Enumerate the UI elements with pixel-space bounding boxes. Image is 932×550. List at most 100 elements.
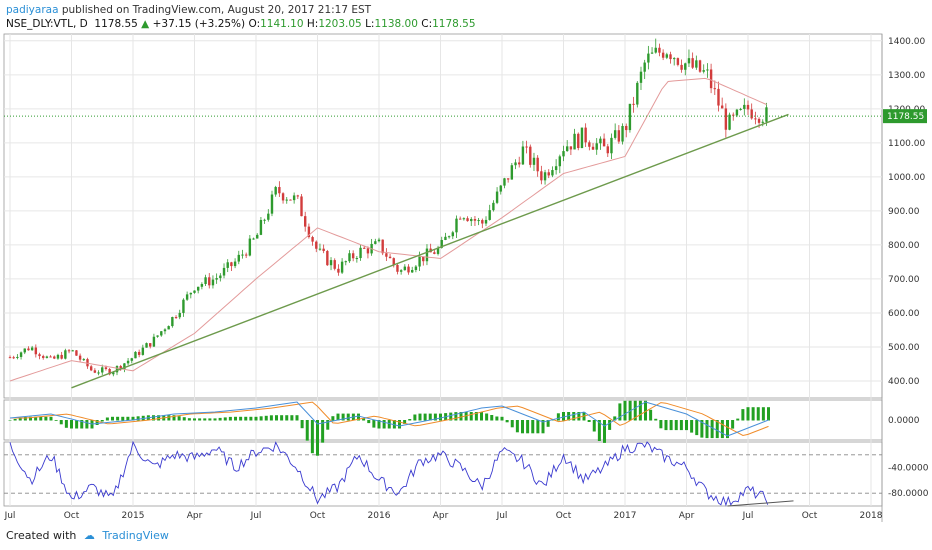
candle-body bbox=[639, 71, 643, 83]
candle-body bbox=[621, 125, 624, 142]
candle-body bbox=[750, 109, 753, 119]
candle-body bbox=[333, 260, 336, 269]
symbol-header: NSE_DLY:VTL, D 1178.55 ▲ +37.15 (+3.25%)… bbox=[6, 18, 476, 30]
candle-body bbox=[650, 52, 654, 54]
price-change: +37.15 (+3.25%) bbox=[152, 18, 246, 30]
macd-histogram-bar bbox=[208, 418, 212, 421]
candle-body bbox=[547, 172, 550, 176]
macd-histogram-bar bbox=[510, 420, 514, 428]
candle-body bbox=[34, 347, 38, 355]
candle-body bbox=[23, 348, 26, 353]
macd-histogram-bar bbox=[608, 420, 612, 430]
candle-body bbox=[536, 157, 539, 172]
candle-body bbox=[599, 138, 602, 144]
macd-histogram-bar bbox=[310, 420, 314, 454]
candle-body bbox=[137, 351, 141, 355]
candle-body bbox=[115, 366, 119, 373]
candle-body bbox=[38, 354, 41, 357]
candle-body bbox=[551, 170, 554, 176]
candle-body bbox=[470, 219, 473, 222]
macd-histogram-bar bbox=[167, 415, 171, 421]
candle-body bbox=[248, 238, 252, 256]
candle-body bbox=[222, 267, 226, 276]
candle-body bbox=[274, 187, 277, 195]
oscillator-trendline bbox=[727, 500, 794, 507]
macd-histogram-bar bbox=[685, 420, 688, 431]
candle-body bbox=[49, 356, 52, 358]
candle-body bbox=[455, 218, 458, 233]
candle-body bbox=[407, 266, 410, 273]
macd-histogram-bar bbox=[362, 418, 366, 421]
candle-body bbox=[403, 266, 407, 271]
tradingview-brand[interactable]: TradingView bbox=[102, 529, 169, 542]
candle-body bbox=[377, 239, 381, 242]
time-tick-label: Jul bbox=[496, 511, 508, 521]
time-tick-label: 2016 bbox=[368, 511, 391, 521]
candle-body bbox=[595, 143, 598, 150]
price-tick-label: 1100.00 bbox=[888, 139, 925, 149]
candle-body bbox=[647, 53, 650, 63]
macd-histogram-bar bbox=[521, 420, 524, 434]
macd-histogram-bar bbox=[756, 407, 760, 421]
footer: Created with ☁ TradingView bbox=[6, 529, 169, 542]
candle-body bbox=[617, 130, 621, 142]
candle-body bbox=[355, 258, 359, 260]
macd-histogram-bar bbox=[75, 420, 79, 429]
macd-histogram-bar bbox=[736, 418, 740, 421]
candles bbox=[8, 38, 768, 377]
candle-body bbox=[422, 256, 425, 262]
candle-body bbox=[444, 236, 447, 240]
author-name[interactable]: padiyaraa bbox=[6, 4, 59, 16]
macd-histogram-bar bbox=[70, 420, 73, 429]
macd-histogram-bar bbox=[372, 420, 376, 428]
time-tick-label: Oct bbox=[310, 511, 326, 521]
candle-body bbox=[141, 347, 145, 355]
candle-body bbox=[636, 82, 639, 105]
macd-histogram-bar bbox=[172, 415, 176, 421]
candle-body bbox=[735, 109, 739, 116]
macd-histogram-bar bbox=[715, 420, 719, 439]
candle-body bbox=[363, 247, 366, 249]
macd-histogram-bar bbox=[439, 413, 442, 421]
candle-body bbox=[152, 336, 156, 347]
candle-body bbox=[78, 355, 82, 360]
candle-body bbox=[30, 347, 34, 351]
price-tick-label: 800.00 bbox=[888, 241, 920, 251]
macd-histogram-bar bbox=[80, 420, 84, 429]
macd-histogram-bar bbox=[187, 418, 191, 421]
close-label: C: bbox=[421, 18, 433, 30]
candle-body bbox=[399, 270, 403, 272]
candle-body bbox=[577, 133, 580, 149]
macd-histogram-bar bbox=[679, 420, 683, 431]
macd-histogram-bar bbox=[433, 413, 437, 421]
candle-body bbox=[196, 286, 200, 291]
candle-body bbox=[71, 350, 74, 352]
time-tick-label: Oct bbox=[556, 511, 572, 521]
candle-body bbox=[104, 367, 108, 369]
candle-body bbox=[53, 356, 56, 359]
macd-histogram-bar bbox=[121, 416, 125, 421]
candle-body bbox=[230, 262, 233, 267]
candle-body bbox=[93, 370, 97, 373]
candle-body bbox=[145, 343, 148, 348]
macd-histogram-bar bbox=[157, 415, 161, 421]
candle-body bbox=[189, 292, 193, 295]
macd-histogram-bar bbox=[592, 420, 596, 432]
candle-body bbox=[732, 114, 735, 116]
macd-histogram-bar bbox=[505, 420, 509, 423]
candle-body bbox=[381, 239, 384, 254]
candle-body bbox=[451, 232, 454, 237]
candle-body bbox=[289, 199, 292, 201]
candle-body bbox=[554, 166, 558, 171]
candle-body bbox=[182, 299, 185, 313]
candle-body bbox=[562, 151, 565, 157]
macd-histogram bbox=[8, 400, 770, 456]
candle-body bbox=[425, 248, 429, 262]
macd-histogram-bar bbox=[710, 420, 714, 439]
candle-body bbox=[440, 239, 443, 248]
time-tick-label: Jul bbox=[742, 511, 754, 521]
candle-body bbox=[591, 146, 595, 150]
macd-histogram-bar bbox=[203, 418, 207, 421]
macd-histogram-bar bbox=[474, 412, 478, 421]
